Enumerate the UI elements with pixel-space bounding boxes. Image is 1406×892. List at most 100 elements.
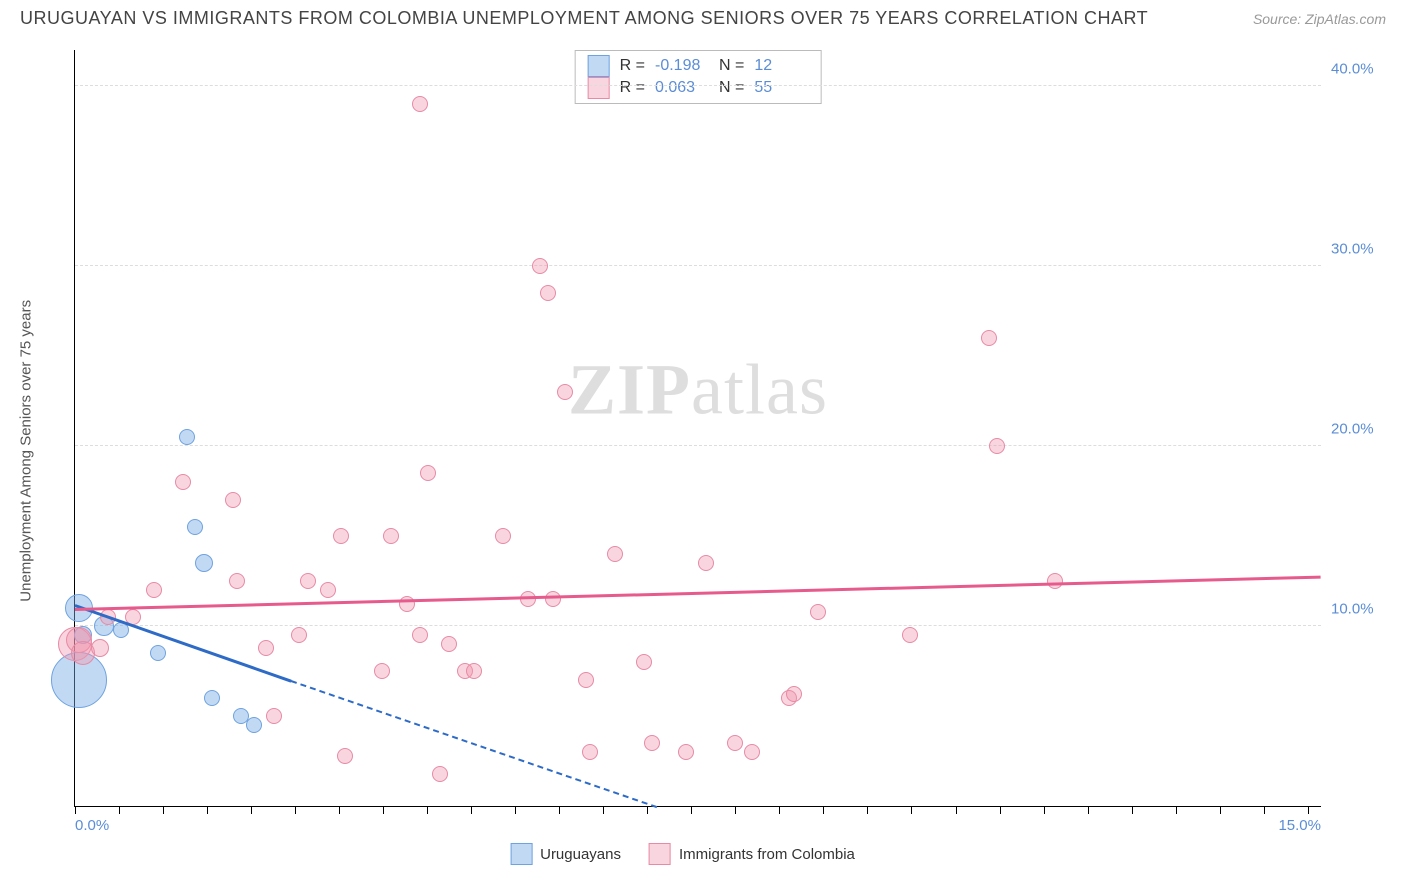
scatter-point [146,582,162,598]
correlation-legend: R =-0.198N =12R =0.063N =55 [575,50,822,104]
x-minor-tick [207,806,208,814]
x-minor-tick [956,806,957,814]
scatter-point [291,627,307,643]
corr-r-value: -0.198 [655,57,709,75]
scatter-point [432,766,448,782]
chart-container: Unemployment Among Seniors over 75 years… [44,50,1321,837]
x-minor-tick [295,806,296,814]
scatter-point [441,636,457,652]
x-minor-tick [1000,806,1001,814]
corr-r-value: 0.063 [655,79,709,97]
corr-r-label: R = [620,57,645,75]
x-minor-tick [163,806,164,814]
scatter-point [545,591,561,607]
x-minor-tick [1220,806,1221,814]
x-minor-tick [427,806,428,814]
scatter-point [636,654,652,670]
scatter-point [175,474,191,490]
corr-n-value: 12 [754,57,808,75]
legend-item: Uruguayans [510,843,621,865]
watermark-light: atlas [691,350,828,430]
scatter-point [989,438,1005,454]
y-tick-label: 30.0% [1331,241,1391,258]
legend-label: Immigrants from Colombia [679,846,855,863]
x-minor-tick [735,806,736,814]
x-minor-tick [1308,806,1309,814]
corr-n-label: N = [719,79,744,97]
scatter-point [786,686,802,702]
legend-swatch [510,843,532,865]
gridline [75,625,1321,626]
y-tick-label: 10.0% [1331,601,1391,618]
scatter-point [698,555,714,571]
scatter-point [187,519,203,535]
scatter-point [678,744,694,760]
gridline [75,85,1321,86]
scatter-point [320,582,336,598]
scatter-point [902,627,918,643]
scatter-point [383,528,399,544]
scatter-point [727,735,743,751]
scatter-point [195,554,213,572]
scatter-point [333,528,349,544]
x-minor-tick [471,806,472,814]
x-minor-tick [251,806,252,814]
scatter-point [466,663,482,679]
x-minor-tick [515,806,516,814]
x-minor-tick [339,806,340,814]
y-tick-label: 40.0% [1331,61,1391,78]
scatter-point [420,465,436,481]
x-minor-tick [1176,806,1177,814]
watermark: ZIPatlas [568,349,828,432]
scatter-point [532,258,548,274]
scatter-point [582,744,598,760]
scatter-point [179,429,195,445]
legend-swatch [588,55,610,77]
x-minor-tick [75,806,76,814]
gridline [75,445,1321,446]
scatter-point [229,573,245,589]
corr-n-label: N = [719,57,744,75]
x-minor-tick [1044,806,1045,814]
x-minor-tick [911,806,912,814]
scatter-point [258,640,274,656]
x-minor-tick [603,806,604,814]
x-minor-tick [647,806,648,814]
x-minor-tick [1088,806,1089,814]
scatter-point [557,384,573,400]
scatter-point [607,546,623,562]
scatter-point [337,748,353,764]
scatter-point [150,645,166,661]
x-minor-tick [383,806,384,814]
legend-label: Uruguayans [540,846,621,863]
x-minor-tick [1132,806,1133,814]
scatter-point [644,735,660,751]
scatter-point [412,627,428,643]
scatter-point [246,717,262,733]
legend-item: Immigrants from Colombia [649,843,855,865]
scatter-point [744,744,760,760]
gridline [75,265,1321,266]
scatter-point [981,330,997,346]
scatter-point [412,96,428,112]
regression-line [75,576,1321,611]
x-minor-tick [119,806,120,814]
scatter-point [204,690,220,706]
scatter-point [495,528,511,544]
scatter-point [578,672,594,688]
legend-swatch [588,77,610,99]
watermark-bold: ZIP [568,350,691,430]
y-axis-title: Unemployment Among Seniors over 75 years [18,299,35,601]
x-minor-tick [823,806,824,814]
plot-area: ZIPatlas R =-0.198N =12R =0.063N =55 10.… [74,50,1321,807]
chart-title: URUGUAYAN VS IMMIGRANTS FROM COLOMBIA UN… [20,8,1148,29]
scatter-point [810,604,826,620]
x-tick-label: 15.0% [1278,817,1321,834]
scatter-point [374,663,390,679]
scatter-point [91,639,109,657]
x-minor-tick [1264,806,1265,814]
x-minor-tick [779,806,780,814]
x-minor-tick [691,806,692,814]
legend-swatch [649,843,671,865]
corr-legend-row: R =0.063N =55 [588,77,809,99]
